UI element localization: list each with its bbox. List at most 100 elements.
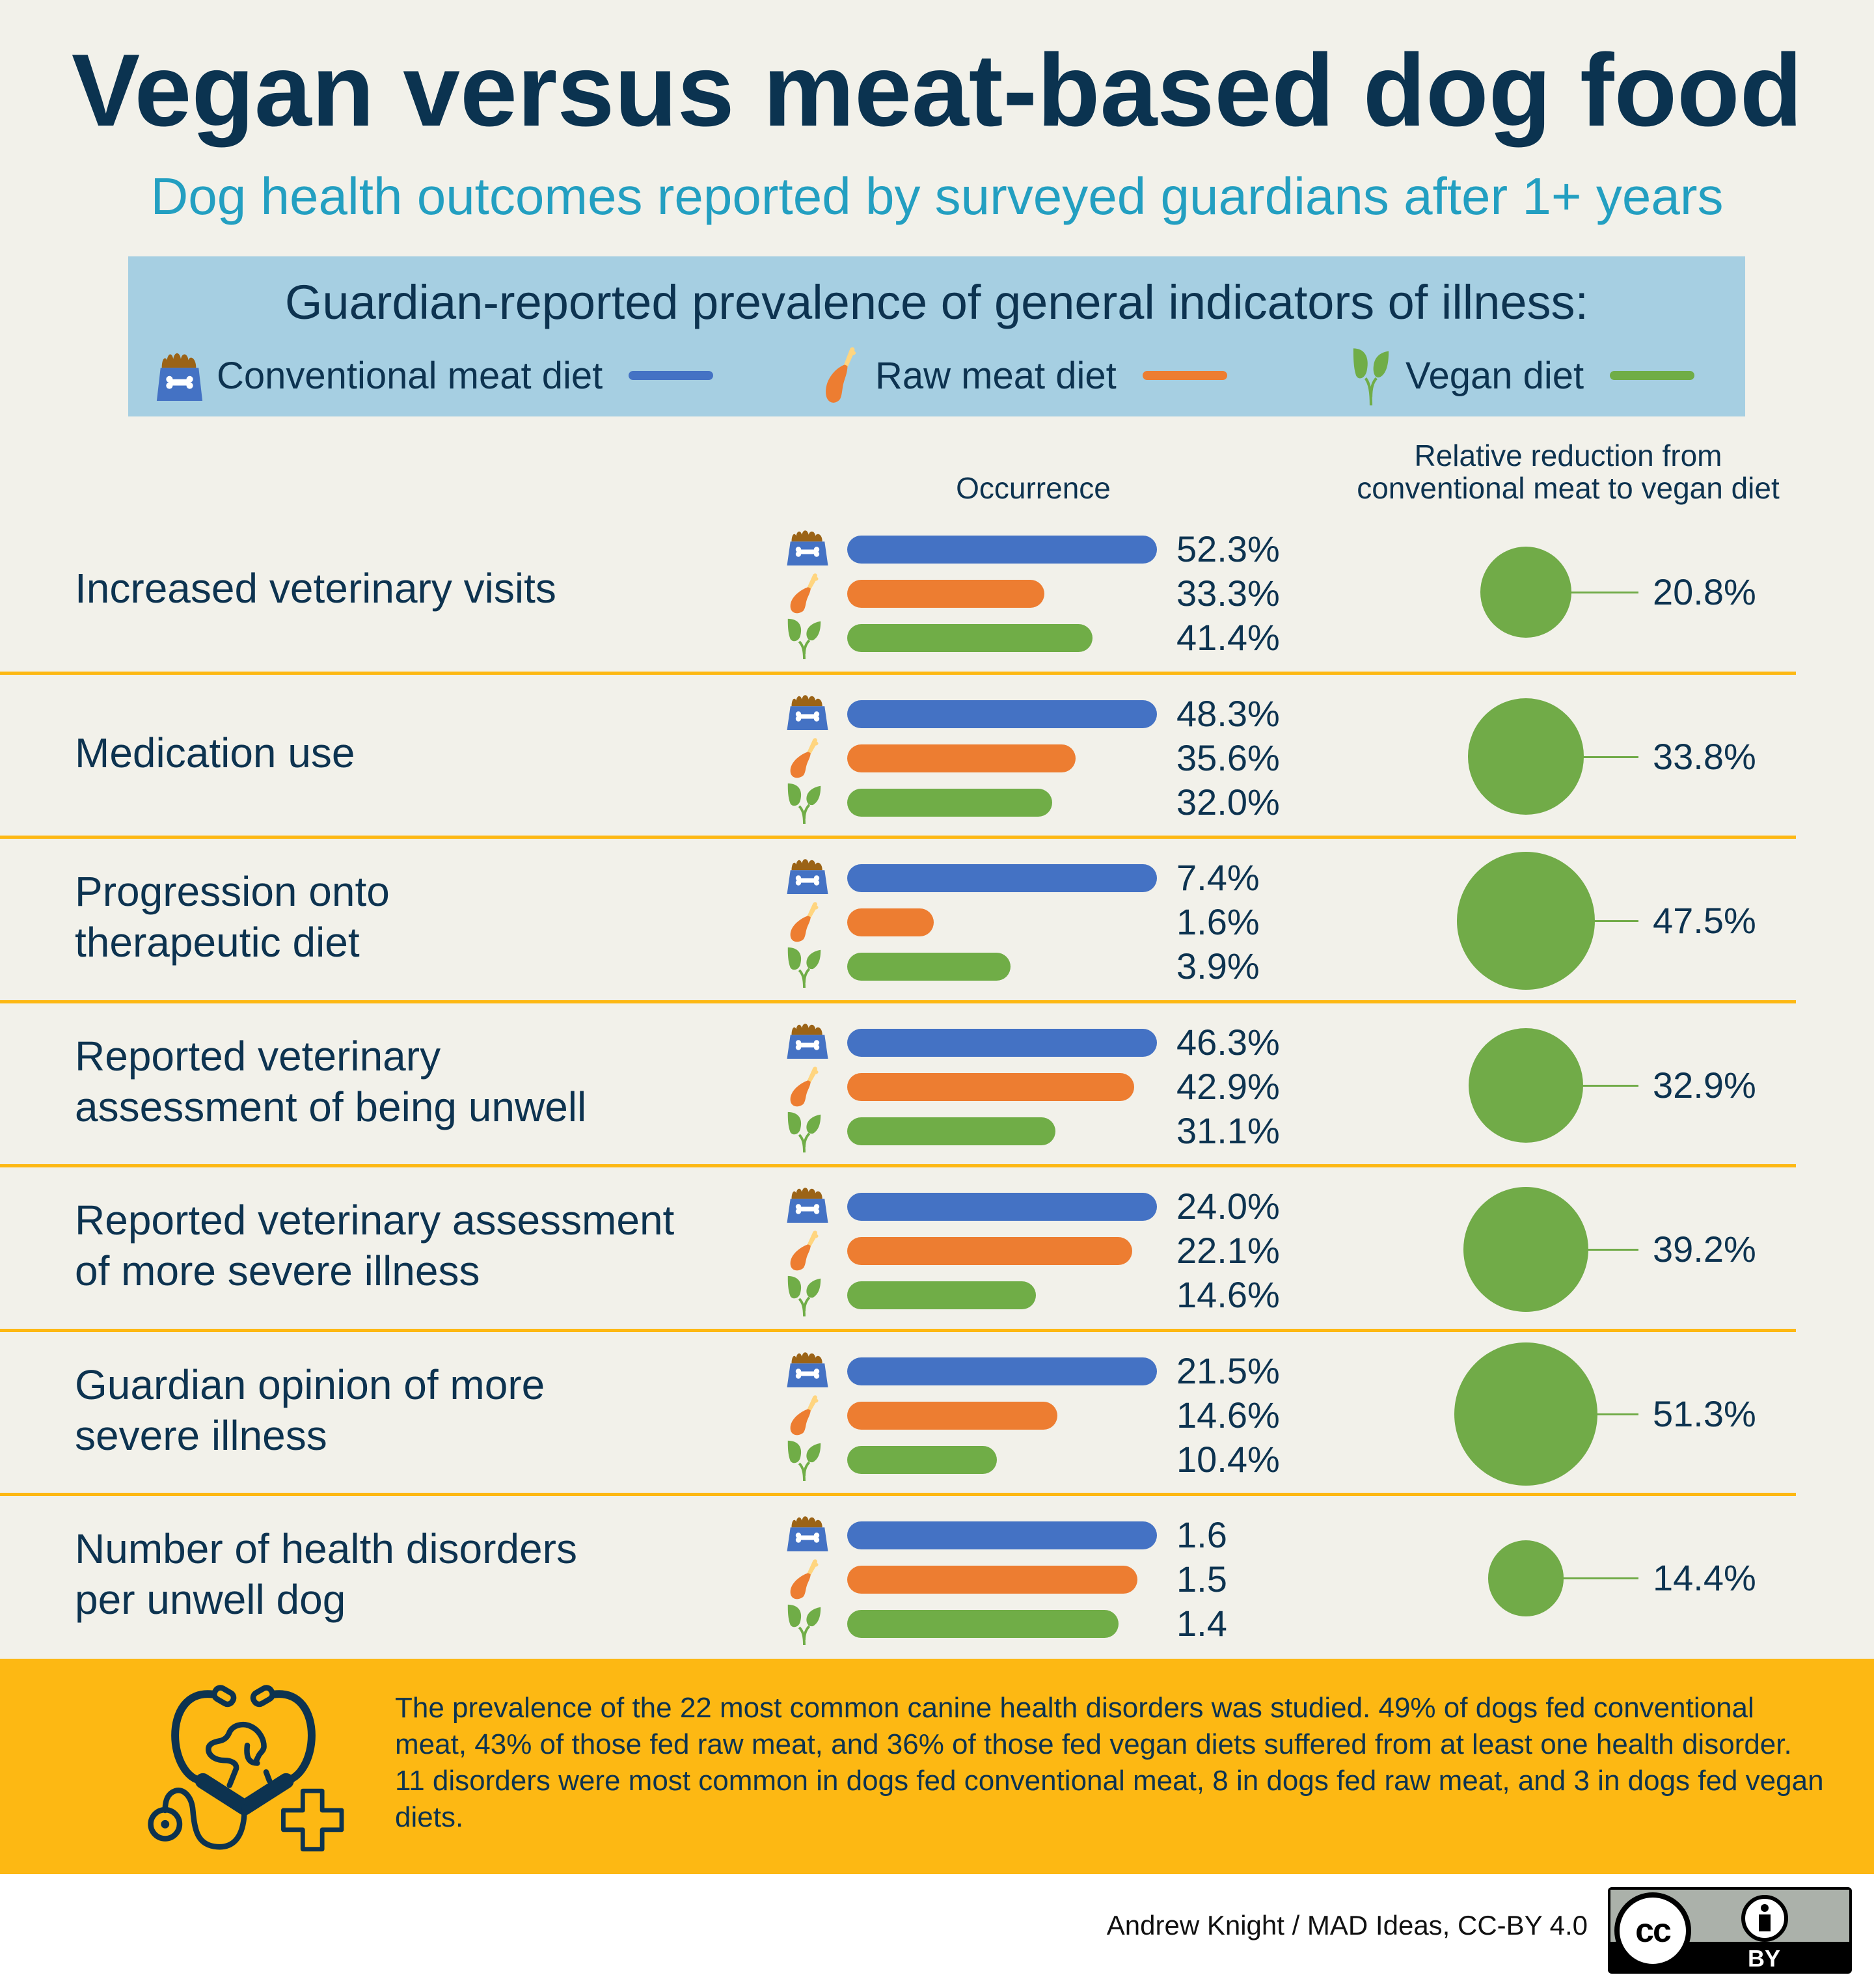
sprout-icon	[785, 1110, 824, 1156]
row-separator	[0, 836, 1796, 839]
chicken-drumstick-icon	[785, 737, 824, 783]
reduction-column-header: Relative reduction from conventional mea…	[1301, 439, 1835, 504]
legend-item-raw: Raw meat diet	[818, 346, 1227, 405]
reduction-bubble	[1468, 1028, 1584, 1143]
legend-swatch	[1142, 371, 1227, 380]
sprout-icon	[785, 1602, 824, 1648]
value-label-raw: 42.9%	[1176, 1065, 1280, 1107]
bubble-connector	[1570, 592, 1638, 594]
cc-icon-text: cc	[1635, 1912, 1672, 1950]
bar-vegan	[847, 953, 1011, 981]
legend-item-vegan: Vegan diet	[1348, 346, 1695, 405]
value-label-conventional: 24.0%	[1176, 1186, 1280, 1227]
legend-item-conventional: Conventional meat diet	[154, 345, 714, 407]
bar-conventional	[847, 1357, 1157, 1385]
bar-raw	[847, 744, 1076, 772]
row-label-line: Number of health disorders	[75, 1525, 577, 1573]
dog-food-bowl-icon	[785, 1021, 830, 1063]
bubble-connector	[1582, 756, 1638, 758]
dog-food-bowl-icon	[785, 528, 830, 570]
bar-raw	[847, 908, 934, 936]
bar-raw	[847, 1072, 1135, 1101]
bar-conventional	[847, 1028, 1157, 1057]
value-label-vegan: 41.4%	[1176, 617, 1280, 658]
bar-raw	[847, 580, 1045, 608]
row-label-line: of more severe illness	[75, 1247, 480, 1295]
row-separator	[0, 1164, 1796, 1167]
row-label: Guardian opinion of more severe illness	[75, 1359, 545, 1461]
bar-raw	[847, 1237, 1133, 1265]
reduction-value: 20.8%	[1653, 571, 1756, 613]
legend-label: Conventional meat diet	[217, 354, 603, 397]
row-label-line: assessment of being unwell	[75, 1083, 587, 1130]
stethoscope-dog-icon	[124, 1674, 371, 1866]
reduction-value: 39.2%	[1653, 1229, 1756, 1270]
row-label-line: Medication use	[75, 729, 355, 776]
legend-title: Guardian-reported prevalence of general …	[284, 275, 1589, 329]
row-separator	[0, 1493, 1796, 1496]
value-label-vegan: 14.6%	[1176, 1274, 1280, 1315]
value-label-raw: 14.6%	[1176, 1394, 1280, 1436]
legend-swatch	[1610, 371, 1695, 380]
bar-conventional	[847, 864, 1157, 892]
bar-vegan	[847, 1445, 998, 1474]
row-label-line: Reported veterinary assessment	[75, 1197, 675, 1244]
sprout-icon	[785, 1273, 824, 1320]
row-label-line: per unwell dog	[75, 1576, 346, 1624]
cc-by-license-badge[interactable]: cc BY	[1608, 1887, 1852, 1974]
reduction-value: 47.5%	[1653, 900, 1756, 942]
bar-vegan	[847, 1610, 1119, 1638]
value-label-vegan: 10.4%	[1176, 1438, 1280, 1480]
value-label-vegan: 3.9%	[1176, 946, 1260, 987]
chicken-drumstick-icon	[785, 1394, 824, 1440]
row-label-line: severe illness	[75, 1411, 327, 1459]
sprout-icon	[785, 616, 824, 662]
legend-label: Vegan diet	[1406, 354, 1584, 397]
row-label: Progression onto therapeutic diet	[75, 866, 390, 968]
by-label: BY	[1747, 1945, 1780, 1972]
page-subtitle: Dog health outcomes reported by surveyed…	[150, 167, 1724, 225]
page-title: Vegan versus meat-based dog food	[71, 33, 1803, 148]
dog-food-bowl-icon	[785, 1185, 830, 1227]
infographic-canvas: Vegan versus meat-based dog food Dog hea…	[0, 0, 1874, 1874]
value-label-vegan: 31.1%	[1176, 1110, 1280, 1151]
bubble-connector	[1587, 1249, 1638, 1251]
row-separator	[0, 1000, 1796, 1003]
row-label-line: Progression onto	[75, 868, 390, 916]
chicken-drumstick-icon	[785, 1229, 824, 1275]
reduction-header-line-2: conventional meat to vegan diet	[1357, 471, 1780, 505]
row-label-line: Increased veterinary visits	[75, 565, 556, 612]
row-separator	[0, 671, 1796, 675]
sprout-icon	[785, 1438, 824, 1484]
bar-vegan	[847, 1281, 1036, 1309]
chicken-drumstick-icon	[818, 343, 863, 409]
value-label-conventional: 48.3%	[1176, 692, 1280, 734]
reduction-value: 51.3%	[1653, 1393, 1756, 1434]
value-label-conventional: 21.5%	[1176, 1350, 1280, 1391]
row-label: Reported veterinary assessment of being u…	[75, 1031, 586, 1132]
occurrence-column-header: Occurrence	[956, 471, 1111, 505]
sprout-icon	[785, 781, 824, 827]
bubble-connector	[1582, 1084, 1638, 1087]
value-label-conventional: 46.3%	[1176, 1021, 1280, 1063]
legend-box: Guardian-reported prevalence of general …	[128, 256, 1745, 416]
value-label-conventional: 52.3%	[1176, 528, 1280, 569]
dog-food-bowl-icon	[154, 345, 205, 407]
row-label-line: Reported veterinary	[75, 1032, 441, 1080]
bubble-connector	[1596, 1413, 1638, 1415]
value-label-vegan: 32.0%	[1176, 781, 1280, 823]
sprout-icon	[1348, 343, 1394, 409]
bar-vegan	[847, 788, 1053, 817]
dog-food-bowl-icon	[785, 856, 830, 899]
bar-raw	[847, 1401, 1058, 1430]
chicken-drumstick-icon	[785, 1065, 824, 1111]
value-label-raw: 35.6%	[1176, 737, 1280, 778]
bar-conventional	[847, 700, 1157, 728]
reduction-bubble	[1463, 1187, 1589, 1313]
bubble-connector	[1562, 1577, 1638, 1580]
reduction-bubble	[1457, 852, 1595, 990]
bar-conventional	[847, 1521, 1157, 1549]
value-label-conventional: 1.6	[1176, 1514, 1227, 1555]
credit-text: Andrew Knight / MAD Ideas, CC-BY 4.0	[1106, 1910, 1588, 1940]
bubble-connector	[1593, 920, 1638, 923]
